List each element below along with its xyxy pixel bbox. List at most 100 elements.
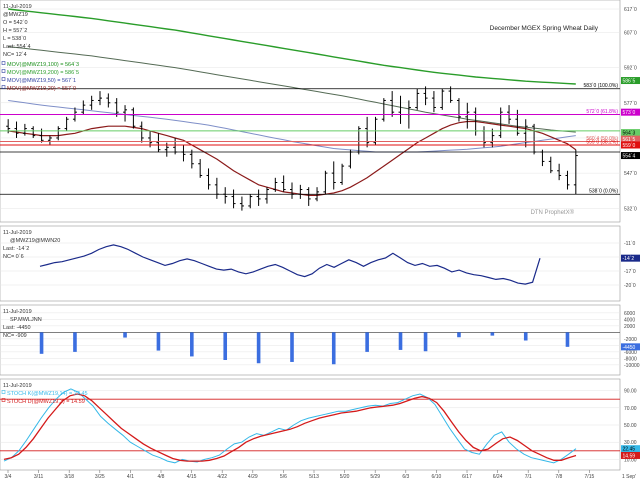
ohlc-bar <box>256 189 261 206</box>
ohlc-bar <box>189 149 194 169</box>
retracement-label: 560`4 (50.0%) <box>586 136 618 142</box>
position-bar <box>423 332 428 352</box>
price-legend: MOV(@MWZ19,100) = 564`3 MOV(@MWZ19,200) =… <box>1 61 79 92</box>
spread-date: 11-Jul-2019 <box>3 230 32 236</box>
spread-header: 11-Jul-2019 @MWZ19@MWN20 Last: -14`2 NC=… <box>3 230 60 260</box>
retracement-lines: 583`0 (100.0%) 572`0 (61.8%) 560`4 (50.0%)… <box>0 83 620 195</box>
position-bar <box>398 332 403 350</box>
stochastic-date: 11-Jul-2019 <box>3 383 32 389</box>
ohlc-bar <box>156 133 161 153</box>
y-tick-label: 4000 <box>624 317 635 323</box>
ohlc-bar <box>340 163 345 185</box>
header-net-change: NC= 12`4 <box>3 52 27 58</box>
stochastic-legend: STOCH K(@MWZ19,14) = 22.45 STOCH D(@MWZ19… <box>1 390 88 405</box>
x-tick-label: 5/13 <box>309 474 319 480</box>
legend-marker <box>1 398 6 402</box>
chart-title: December MGEX Spring Wheat Daily <box>490 25 599 32</box>
spread-symbol: @MWZ19@MWN20 <box>10 238 60 244</box>
y-tick-label: 577`0 <box>624 101 637 107</box>
ohlc-bar <box>31 126 36 138</box>
x-tick-label: 5/29 <box>370 474 380 480</box>
y-tick-label: -17`0 <box>624 269 636 275</box>
x-tick-label: 3/25 <box>95 474 105 480</box>
ohlc-bar <box>239 196 244 211</box>
value-badge <box>621 152 640 160</box>
position-bar <box>123 332 127 338</box>
value-badge-text: 573`0 <box>623 110 636 116</box>
ohlc-bar <box>456 98 461 122</box>
ohlc-bar <box>465 102 470 129</box>
ohlc-bar <box>89 95 94 110</box>
value-badge-text: 554`4 <box>623 154 636 160</box>
spread-gridlines <box>0 242 620 286</box>
position-bar <box>331 332 336 365</box>
position-net-change: NC= -909 <box>3 333 27 339</box>
position-bar <box>73 332 77 352</box>
price-header: 11-Jul-2019 @MWZ19 O = 542`0 H = 557`2 L… <box>3 4 32 58</box>
legend-marker <box>1 390 6 394</box>
x-tick-label: 3/11 <box>34 474 44 480</box>
legend-marker <box>1 85 6 89</box>
legend-label: STOCH K(@MWZ19,14) = 22.45 <box>7 391 88 397</box>
price-panel: 583`0 (100.0%) 572`0 (61.8%) 560`4 (50.0%)… <box>0 0 640 223</box>
header-date: 11-Jul-2019 <box>3 4 32 10</box>
spread-panel: -20`0-17`0-14`0-11`0 -14`2 11-Jul-2019 @… <box>0 225 640 302</box>
position-bar <box>223 332 228 360</box>
ohlc-bar <box>381 98 386 122</box>
ma100-line <box>8 46 576 133</box>
stochastic-y-axis: 10.00 30.00 50.00 70.00 90.00 <box>624 389 637 464</box>
x-tick-label: 6/24 <box>493 474 503 480</box>
x-tick-label: 6/17 <box>462 474 472 480</box>
ohlc-bar <box>56 126 61 141</box>
ohlc-bar <box>365 116 370 148</box>
x-tick-end-label: 1 Sep' <box>622 474 636 480</box>
x-tick-label: 6/10 <box>432 474 442 480</box>
ohlc-bar <box>423 86 428 106</box>
y-tick-label: 547`0 <box>624 171 637 177</box>
y-tick-label: 50.00 <box>624 423 637 429</box>
ohlc-bar <box>281 175 286 192</box>
position-badges: -4450 <box>621 343 640 351</box>
spread-series-line <box>39 244 541 285</box>
y-tick-label: 10.00 <box>624 457 637 463</box>
y-tick-label: 70.00 <box>624 406 637 412</box>
value-badge-text: 14.59 <box>623 453 636 459</box>
header-high: H = 557`2 <box>3 28 27 34</box>
stochastic-lines <box>3 388 577 464</box>
value-badge-text: -14`2 <box>623 256 635 262</box>
value-badge-text: 586`5 <box>623 79 636 85</box>
value-badge <box>621 135 640 143</box>
x-tick-label: 7/8 <box>555 474 562 480</box>
position-date: 11-Jul-2019 <box>3 309 32 315</box>
ohlc-bar <box>390 91 395 117</box>
x-tick-label: 6/3 <box>402 474 409 480</box>
price-bars <box>6 86 578 211</box>
position-bar <box>290 332 294 362</box>
position-symbol: SP.MWLJNN <box>10 317 42 323</box>
ma200-line <box>8 8 576 85</box>
ohlc-bar <box>264 187 269 204</box>
stoch-k-line <box>3 388 577 464</box>
ohlc-bar <box>565 170 570 190</box>
y-tick-label: 592`0 <box>624 66 637 72</box>
x-tick-label: 3/18 <box>64 474 74 480</box>
ohlc-bar <box>431 91 436 113</box>
header-symbol: @MWZ19 <box>3 12 28 18</box>
value-badge <box>621 343 640 351</box>
ohlc-bar <box>131 107 136 129</box>
value-badge <box>621 129 640 137</box>
ohlc-bar <box>557 163 562 181</box>
position-bar <box>457 332 461 338</box>
position-last: Last: -4450 <box>3 325 31 331</box>
legend-label: MOV(@MWZ19,200) = 586`5 <box>7 70 79 76</box>
position-header: 11-Jul-2019 SP.MWLJNN Last: -4450 NC= -9… <box>3 309 42 339</box>
position-gridlines <box>0 312 620 366</box>
spread-badges: -14`2 <box>621 254 640 262</box>
y-tick-label: 90.00 <box>624 389 637 395</box>
y-tick-label: -6000 <box>624 350 637 356</box>
value-badge <box>621 254 640 262</box>
value-badge <box>621 108 640 116</box>
position-bar <box>190 332 194 357</box>
